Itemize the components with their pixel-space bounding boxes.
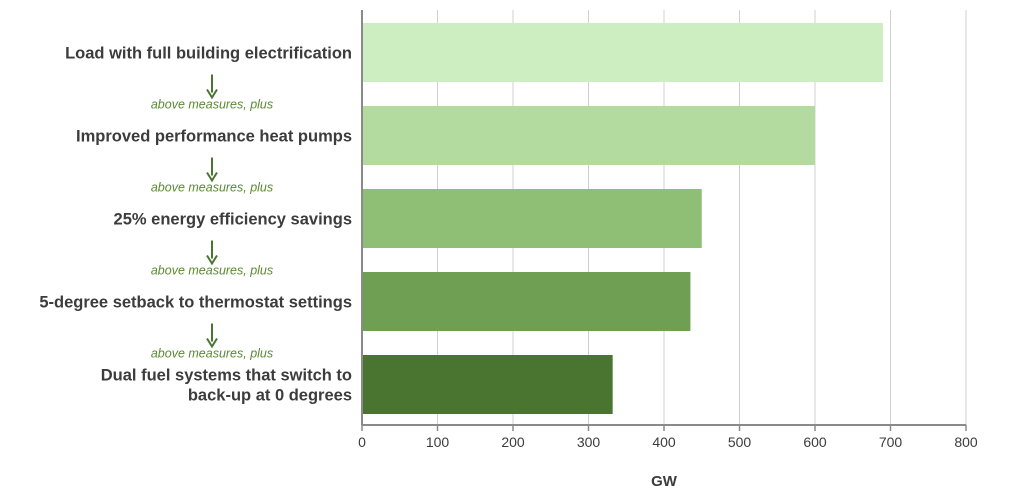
down-arrow-head-icon: [206, 254, 218, 266]
x-tick-label-700: 700: [879, 434, 903, 450]
x-tick-label-200: 200: [501, 434, 525, 450]
x-tick-label-0: 0: [358, 434, 366, 450]
x-tick-label-400: 400: [652, 434, 676, 450]
down-arrow-head-icon: [206, 171, 218, 183]
x-tick-label-800: 800: [954, 434, 978, 450]
bar-4: [362, 355, 613, 414]
step-note-1: above measures, plus: [151, 98, 273, 112]
x-tick-label-100: 100: [426, 434, 450, 450]
bar-1: [362, 106, 815, 165]
x-tick-label-600: 600: [803, 434, 827, 450]
bar-0: [362, 23, 883, 82]
category-label-3-0: 5-degree setback to thermostat settings: [39, 294, 352, 312]
step-note-2: above measures, plus: [151, 181, 273, 195]
category-label-1-0: Improved performance heat pumps: [76, 128, 352, 146]
down-arrow-head-icon: [206, 88, 218, 100]
x-axis: 0 100 200 300 400 500 600 700 800: [358, 10, 978, 450]
category-label-4-0: Dual fuel systems that switch to: [101, 367, 352, 385]
category-label-4-1: back-up at 0 degrees: [188, 387, 352, 405]
category-label-2-0: 25% energy efficiency savings: [114, 211, 352, 229]
category-labels: Load with full building electrification I…: [39, 45, 352, 405]
bar-3: [362, 272, 691, 331]
category-label-0-0: Load with full building electrification: [65, 45, 352, 63]
x-tick-label-500: 500: [728, 434, 752, 450]
x-tick-label-300: 300: [577, 434, 601, 450]
step-note-4: above measures, plus: [151, 347, 273, 361]
bars: [362, 23, 883, 414]
x-axis-label: GW: [651, 473, 678, 490]
bar-2: [362, 189, 702, 248]
step-note-3: above measures, plus: [151, 264, 273, 278]
step-notes: above measures, plus above measures, plus…: [151, 74, 273, 361]
down-arrow-head-icon: [206, 337, 218, 349]
